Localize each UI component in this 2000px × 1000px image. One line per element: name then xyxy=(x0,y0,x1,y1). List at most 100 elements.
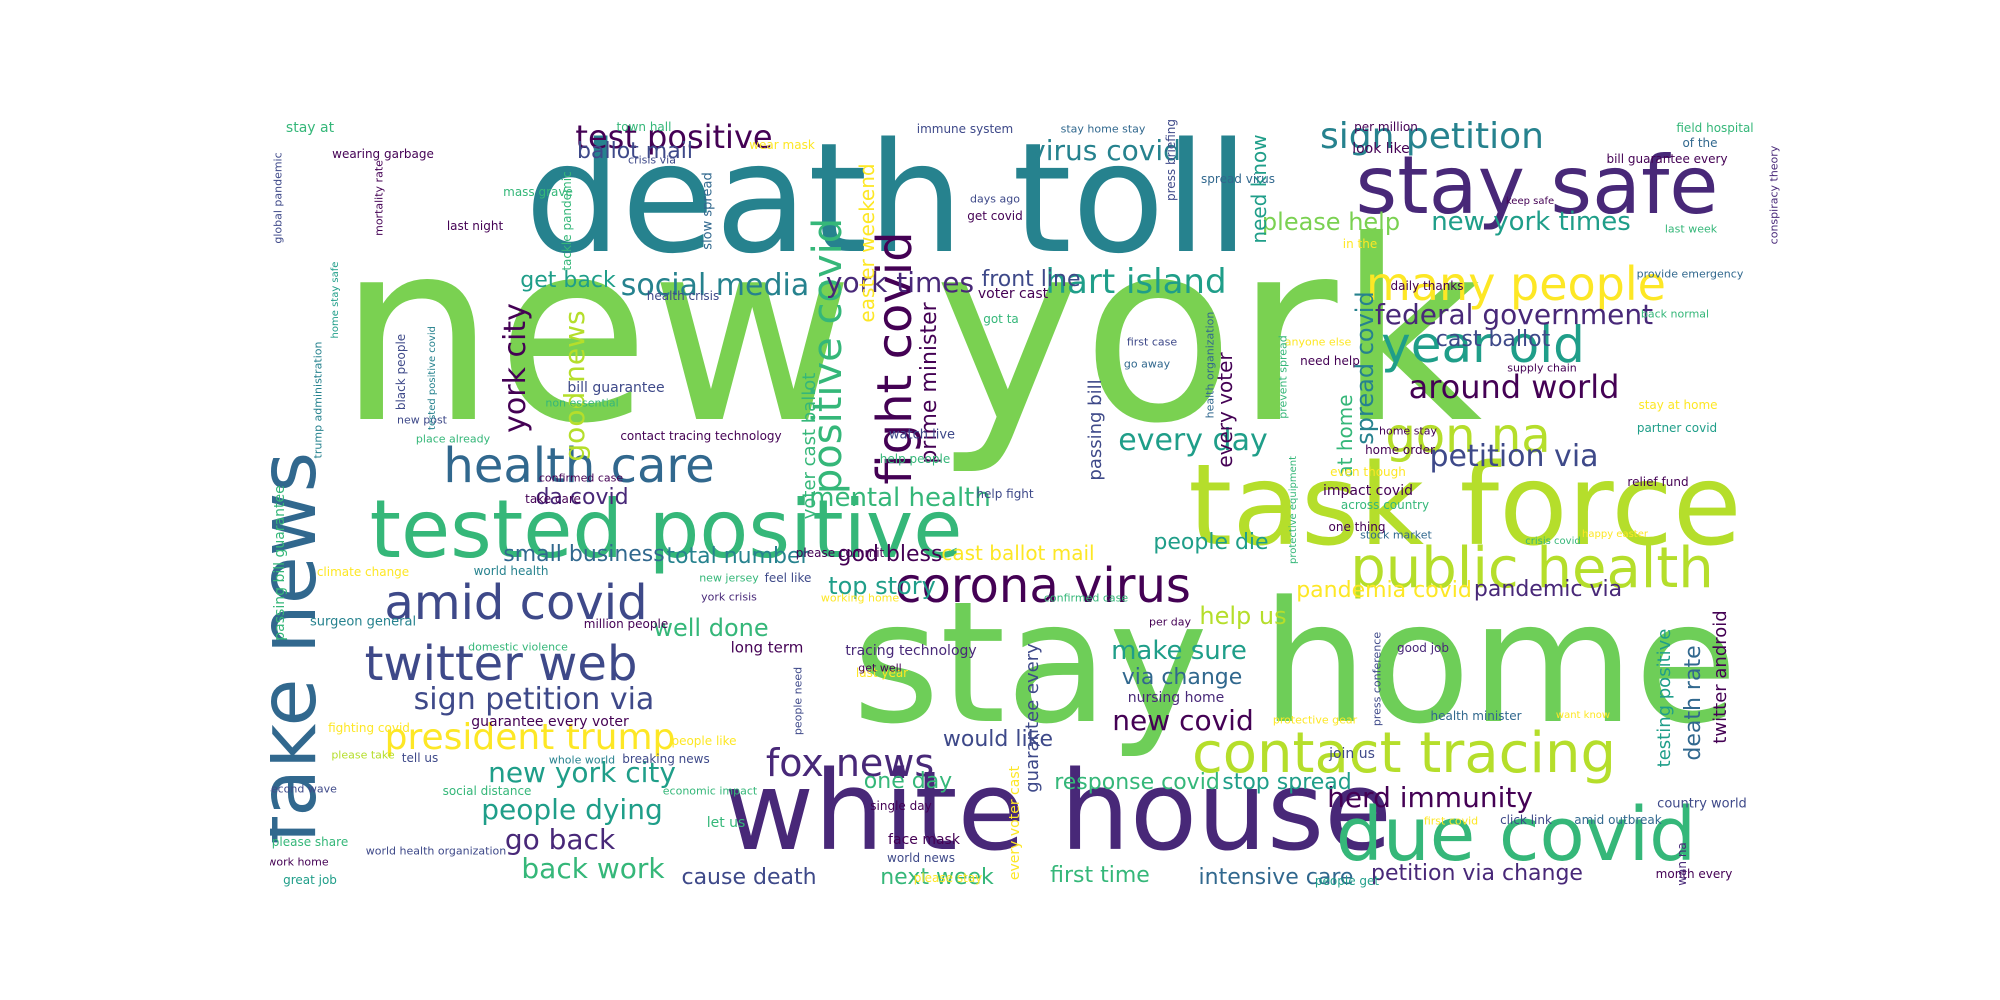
cloud-word: need help xyxy=(1300,354,1360,368)
cloud-word: bill guarantee xyxy=(567,380,665,396)
cloud-word: happy easter xyxy=(1582,529,1648,540)
cloud-word: working home xyxy=(820,591,900,605)
cloud-word: white house xyxy=(724,747,1392,875)
cloud-word: help people xyxy=(879,452,951,466)
cloud-word: get covid xyxy=(967,209,1023,223)
cloud-word: easter weekend xyxy=(855,163,879,323)
cloud-word: home stay safe xyxy=(330,261,341,339)
cloud-word: cast ballot xyxy=(1435,327,1551,352)
cloud-word: petition via change xyxy=(1371,861,1583,886)
cloud-word: sign petition xyxy=(1320,118,1544,157)
cloud-word: help fight xyxy=(976,487,1034,501)
cloud-word: let us xyxy=(706,815,746,831)
cloud-word: york crisis xyxy=(701,590,757,604)
cloud-word: gon na xyxy=(1385,408,1551,464)
cloud-word: crisis covid xyxy=(1525,536,1581,547)
cloud-word: anyone else xyxy=(1284,335,1352,349)
cloud-word: people die xyxy=(1153,530,1269,555)
cloud-word: new covid xyxy=(1112,704,1254,737)
cloud-word: immune system xyxy=(916,122,1014,136)
cloud-word: cast ballot mail xyxy=(941,541,1095,565)
cloud-word: people get xyxy=(1314,874,1380,888)
cloud-word: single day xyxy=(870,799,932,813)
cloud-word: health crisis xyxy=(646,289,720,303)
cloud-word: front line xyxy=(981,267,1081,292)
cloud-word: protective equipment xyxy=(1288,456,1299,564)
cloud-word: people need xyxy=(791,666,805,736)
cloud-word: stay home xyxy=(852,565,1738,761)
cloud-word: world health organization xyxy=(365,844,507,858)
cloud-word: new jersey xyxy=(699,571,759,585)
cloud-word: tested positive xyxy=(369,483,963,576)
cloud-word: second wave xyxy=(270,782,337,796)
cloud-word: prevent spread xyxy=(1276,335,1290,419)
cloud-word: help us xyxy=(1199,602,1287,630)
cloud-word: would like xyxy=(942,727,1054,752)
cloud-word: last year xyxy=(855,666,909,680)
cloud-word: test positive xyxy=(575,118,773,156)
cloud-word: testing positive xyxy=(1654,628,1675,768)
cloud-word: new york xyxy=(337,187,1483,478)
cloud-word: contact tracing technology xyxy=(620,429,782,443)
cloud-word: of the xyxy=(1682,136,1718,150)
cloud-word: please commit xyxy=(795,546,885,560)
cloud-word: task force xyxy=(1188,441,1742,571)
cloud-word: provide emergency xyxy=(1636,267,1744,281)
cloud-word: stay at home xyxy=(1638,398,1718,412)
cloud-word: spread covid xyxy=(1351,291,1379,445)
cloud-word: conspiracy theory xyxy=(1767,145,1781,245)
cloud-word: guarantee every xyxy=(1022,643,1043,793)
cloud-word: next week xyxy=(880,865,994,889)
cloud-word: total number xyxy=(666,544,810,569)
cloud-word: crisis via xyxy=(628,153,676,167)
cloud-word: stop spread xyxy=(1222,770,1352,795)
cloud-word: breaking news xyxy=(622,752,710,766)
cloud-word: join us xyxy=(1329,746,1375,762)
cloud-word: domestic violence xyxy=(468,640,568,654)
cloud-word: people like xyxy=(671,734,737,748)
cloud-word: stay at xyxy=(285,120,335,136)
cloud-word: great job xyxy=(283,873,337,887)
cloud-word: guarantee every voter xyxy=(471,714,629,730)
cloud-word: please help xyxy=(1261,208,1401,236)
cloud-word: tested positive covid xyxy=(427,326,438,430)
cloud-word: intensive care xyxy=(1198,865,1354,889)
cloud-word: million people xyxy=(583,617,669,631)
cloud-word: please stay xyxy=(913,871,983,885)
cloud-word: new york city xyxy=(488,756,676,789)
cloud-word: amid outbreak xyxy=(1574,813,1662,827)
cloud-word: da covid xyxy=(535,485,629,510)
cloud-word: whole world xyxy=(548,753,616,767)
cloud-word: get well xyxy=(858,661,902,675)
cloud-word: long term xyxy=(730,638,804,657)
cloud-word: look like xyxy=(1352,141,1410,157)
cloud-word: country world xyxy=(1657,796,1747,812)
word-cloud: new york death toll stay home white house ta… xyxy=(270,118,1792,888)
cloud-word: economic impact xyxy=(662,784,758,798)
cloud-word: social media xyxy=(620,268,810,303)
cloud-word: first case xyxy=(1126,335,1178,349)
cloud-word: go back xyxy=(504,823,616,856)
cloud-word: every voter xyxy=(1213,352,1237,468)
cloud-word: please share xyxy=(271,835,349,849)
cloud-word: press conference xyxy=(1370,631,1384,727)
cloud-word: good job xyxy=(1396,641,1450,655)
cloud-word: york city xyxy=(498,303,533,433)
cloud-word: protective gear xyxy=(1272,713,1358,727)
cloud-word: twitter android xyxy=(1710,610,1731,744)
cloud-word: face mask xyxy=(888,832,960,848)
cloud-word: due covid xyxy=(1335,792,1697,878)
cloud-word: go away xyxy=(1123,357,1171,371)
cloud-word: supply chain xyxy=(1507,361,1577,375)
cloud-word: public health xyxy=(1350,536,1714,601)
cloud-word: stay home stay xyxy=(1060,122,1146,136)
cloud-word: trump administration xyxy=(311,341,325,459)
cloud-word: mass grave xyxy=(503,185,573,199)
cloud-word: home stay xyxy=(1379,424,1437,438)
cloud-word: global pandemic xyxy=(271,152,285,244)
cloud-word: response covid xyxy=(1054,770,1220,795)
cloud-word: take care xyxy=(525,492,581,506)
cloud-word: sign petition via xyxy=(413,682,655,717)
cloud-word: in the xyxy=(1342,237,1378,251)
cloud-word: health organization xyxy=(1203,311,1217,419)
